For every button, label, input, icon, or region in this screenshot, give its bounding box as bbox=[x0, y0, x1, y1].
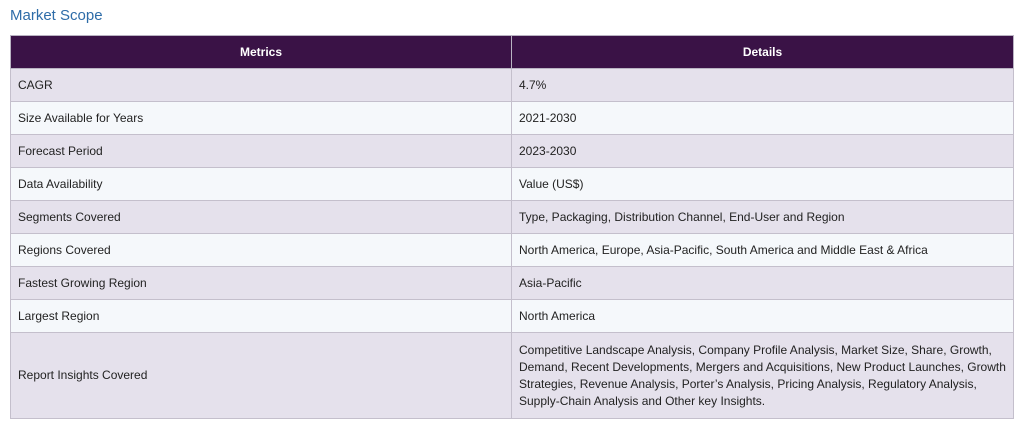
table-row: Regions Covered North America, Europe, A… bbox=[10, 233, 1014, 267]
table-row: Fastest Growing Region Asia-Pacific bbox=[10, 266, 1014, 300]
detail-cell: North America, Europe, Asia-Pacific, Sou… bbox=[511, 233, 1014, 267]
detail-cell: Competitive Landscape Analysis, Company … bbox=[511, 332, 1014, 419]
column-header-details: Details bbox=[511, 35, 1014, 69]
table-row: CAGR 4.7% bbox=[10, 68, 1014, 102]
page-title: Market Scope bbox=[10, 7, 103, 24]
table-row: Largest Region North America bbox=[10, 299, 1014, 333]
detail-cell: 2023-2030 bbox=[511, 134, 1014, 168]
market-scope-table: Metrics Details CAGR 4.7% Size Available… bbox=[10, 35, 1014, 419]
detail-cell: 2021-2030 bbox=[511, 101, 1014, 135]
detail-cell: Value (US$) bbox=[511, 167, 1014, 201]
metric-cell: Fastest Growing Region bbox=[10, 266, 512, 300]
detail-cell: North America bbox=[511, 299, 1014, 333]
metric-cell: Data Availability bbox=[10, 167, 512, 201]
metric-cell: Largest Region bbox=[10, 299, 512, 333]
metric-cell: Forecast Period bbox=[10, 134, 512, 168]
metric-cell: Size Available for Years bbox=[10, 101, 512, 135]
detail-cell: Type, Packaging, Distribution Channel, E… bbox=[511, 200, 1014, 234]
table-row: Data Availability Value (US$) bbox=[10, 167, 1014, 201]
metric-cell: Regions Covered bbox=[10, 233, 512, 267]
metric-cell: Report Insights Covered bbox=[10, 332, 512, 419]
table-row: Forecast Period 2023-2030 bbox=[10, 134, 1014, 168]
table-row: Size Available for Years 2021-2030 bbox=[10, 101, 1014, 135]
metric-cell: CAGR bbox=[10, 68, 512, 102]
detail-cell: Asia-Pacific bbox=[511, 266, 1014, 300]
column-header-metrics: Metrics bbox=[10, 35, 512, 69]
table-header-row: Metrics Details bbox=[10, 35, 1014, 69]
metric-cell: Segments Covered bbox=[10, 200, 512, 234]
table-row: Segments Covered Type, Packaging, Distri… bbox=[10, 200, 1014, 234]
table-row: Report Insights Covered Competitive Land… bbox=[10, 332, 1014, 419]
detail-cell: 4.7% bbox=[511, 68, 1014, 102]
